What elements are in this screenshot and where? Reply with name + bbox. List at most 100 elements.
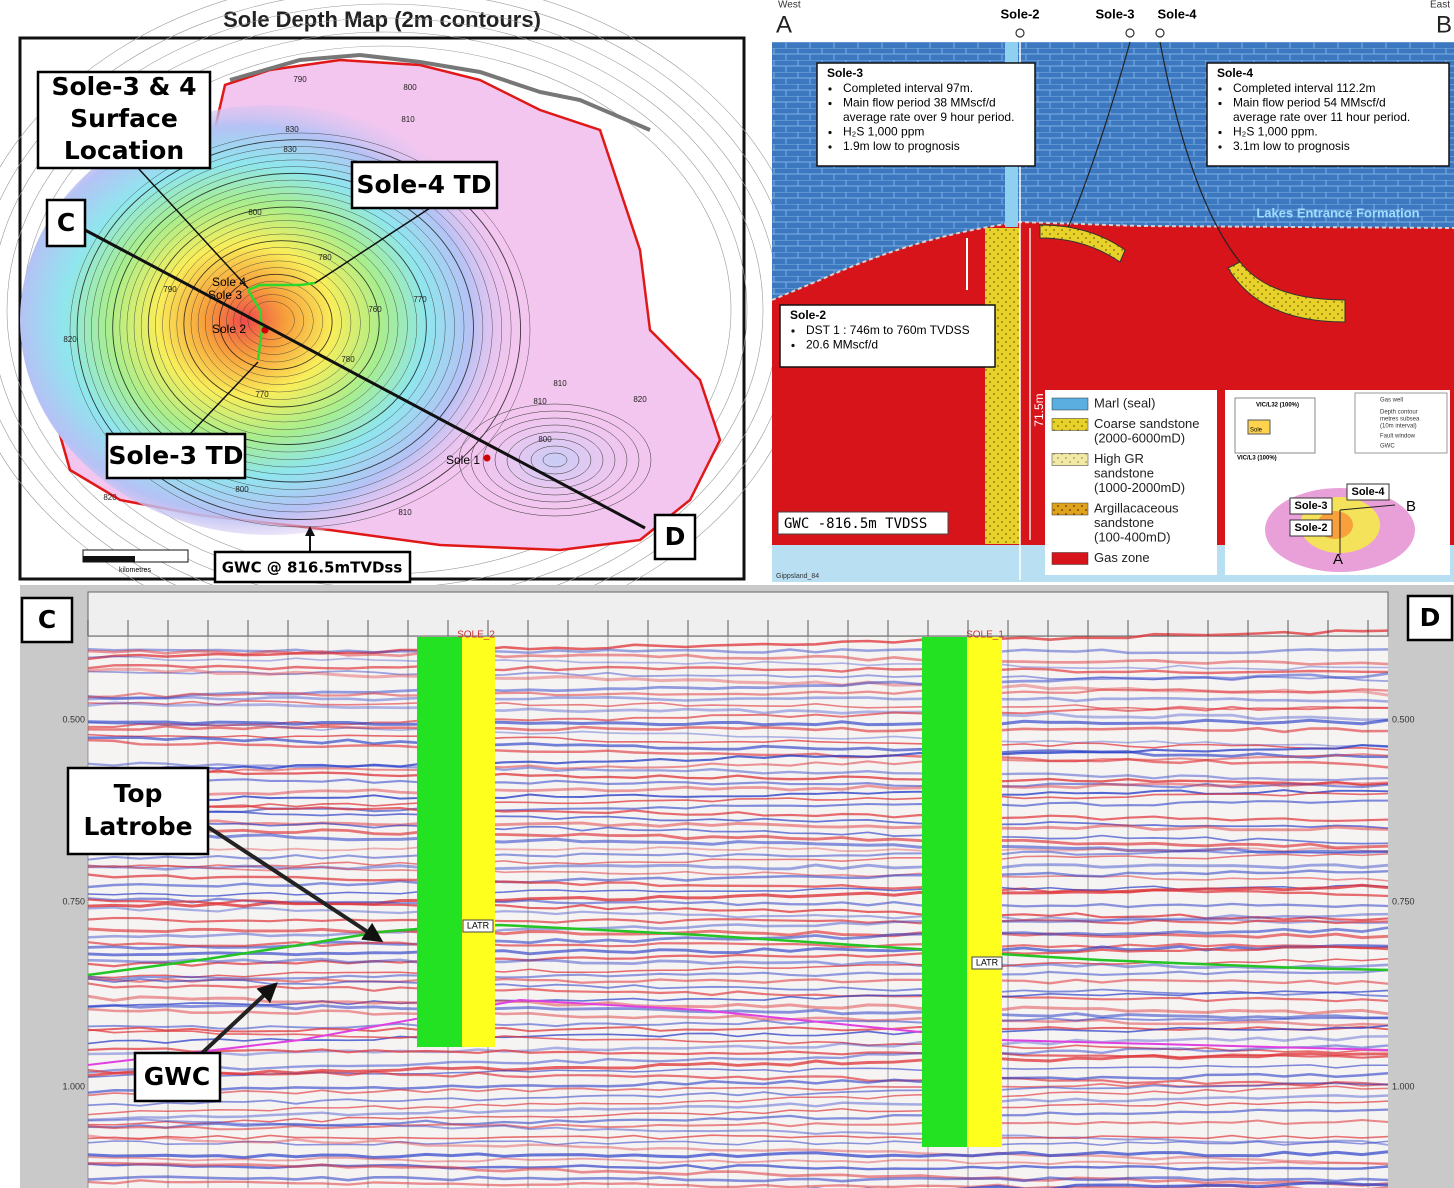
direction: West [778,0,801,11]
reflector [87,777,1389,789]
well-label: Sole 2 [212,322,246,336]
time-label: 0.500 [1392,714,1415,724]
trace-header [87,591,1389,637]
section-end: B [1436,11,1452,38]
reflector [87,648,1389,655]
contour [247,301,295,340]
bullet [1218,101,1222,106]
key-label: (10m interval) [1380,424,1417,430]
reflector [87,1085,1389,1116]
legend-label: (1000-2000mD) [1094,480,1185,495]
reflector [87,994,1389,1016]
sole2-reservoir [985,228,1020,544]
box-item: Completed interval 97m. [843,81,973,95]
map-title: Sole Depth Map (2m contours) [223,7,541,32]
contour [190,247,371,400]
box-title: Sole-3 [827,66,863,80]
reflector [87,789,1389,801]
contour [218,273,333,370]
box-item: DST 1 : 746m to 760m TVDSS [806,323,970,337]
reflector [87,1044,1389,1074]
callout-box [36,70,212,170]
contour [183,240,380,408]
scale-bar [83,556,135,562]
arrow [198,982,278,1057]
marker-box [462,919,494,933]
leader [189,361,259,435]
time-axis: 0.500 0.500 0.750 0.750 1.000 1.000 [62,714,1414,1091]
credit: Gippsland_84 [776,573,819,580]
callout-box [133,1051,222,1103]
section-header [772,0,1454,42]
sole1-closure [460,405,650,515]
contour [119,179,465,475]
reflector [87,1028,1389,1054]
contour [133,193,446,460]
box-item: 3.1m low to prognosis [1233,139,1350,153]
reflector [87,912,1389,939]
reflector [87,802,1389,822]
reflector [87,1150,1389,1160]
marker-box [971,956,1003,970]
reflector [87,863,1389,871]
contour-label: 780 [318,253,332,262]
reflector [87,864,1389,882]
section-end: A [776,11,792,38]
contour [197,253,361,393]
box-item: 20.6 MMscf/d [806,338,878,352]
reflector [87,792,1389,809]
reflector [87,1025,1389,1033]
reflector [87,898,1389,922]
sole4-bore [1159,41,1241,263]
reflector [88,736,1389,759]
reflector [87,701,1389,722]
reflector [87,916,1389,925]
reflector [87,810,1389,830]
legend-label: (2000-6000mD) [1094,430,1185,445]
well-log [417,637,462,1047]
well-log [967,637,1002,1147]
reflector [87,781,1389,797]
reflector [87,1082,1389,1107]
reflector [87,1016,1389,1030]
time-label: 0.750 [62,896,85,906]
inset-end: B [1406,498,1416,515]
reflector [87,721,1389,749]
time-label: 0.500 [62,714,85,724]
contour-label: 760 [368,305,382,314]
sole3-lateral [1039,224,1126,263]
interval-label: 71.5m [1032,393,1046,426]
contour [204,260,352,385]
depth-map: Sole Depth Map (2m contours) 790 800 810 82… [0,0,812,645]
reflector [87,1003,1389,1020]
bullet [1218,145,1222,149]
box-item: Completed interval 112.2m [1233,81,1376,95]
gwc-box [213,550,412,584]
reflector [87,853,1389,869]
contour-label: 800 [248,208,262,217]
bullet [828,130,832,135]
contour-label: 770 [255,390,269,399]
reflector [87,733,1389,751]
contour [76,139,522,520]
contours [69,132,652,528]
reflector [87,944,1389,957]
reflector [87,724,1389,734]
reflector [87,1007,1389,1027]
box-item: average rate over 11 hour period. [1233,110,1410,124]
well-box [1206,62,1450,167]
box-item: Main flow period 38 MMscf/d [843,96,996,110]
marker-label: LATR [467,920,490,930]
reflectors [87,620,1389,1188]
callout-text: Location [64,136,184,165]
contour [162,220,408,430]
scale-label: kilometres [119,567,151,574]
well-symbols [1015,28,1165,38]
structure-high [20,105,520,535]
well-label: Sole 4 [212,275,246,289]
reflector [87,1175,1389,1183]
box-item: 1.9m low to prognosis [843,139,960,153]
contour-label: 830 [285,125,299,134]
